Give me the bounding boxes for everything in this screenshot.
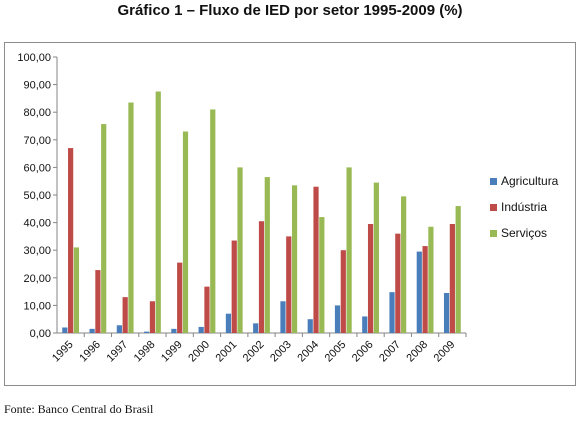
bar-serviços (182, 131, 189, 333)
bar-agricultura (334, 305, 341, 333)
bar-indústria (258, 221, 265, 333)
bar-indústria (149, 301, 156, 333)
bar-serviços (428, 226, 434, 333)
y-tick-label: 60,00 (23, 162, 51, 174)
y-tick-label: 80,00 (23, 107, 51, 119)
x-tick-label: 2005 (323, 339, 349, 365)
bar-serviços (101, 124, 107, 334)
legend-swatch (490, 204, 497, 211)
bar-indústria (313, 186, 319, 333)
y-tick-label: 20,00 (23, 273, 51, 285)
y-tick-label: 30,00 (23, 245, 51, 257)
bar-indústria (395, 233, 401, 333)
y-tick-label: 100,00 (17, 52, 51, 64)
chart-title: Gráfico 1 – Fluxo de IED por setor 1995-… (117, 2, 463, 19)
x-tick-label: 2003 (268, 339, 294, 365)
bar-agricultura (144, 331, 150, 333)
y-tick-label: 90,00 (23, 80, 51, 92)
bar-indústria (95, 270, 101, 333)
x-tick-label: 2002 (241, 339, 267, 365)
bar-indústria (449, 223, 455, 333)
bar-agricultura (253, 323, 259, 333)
bar-indústria (286, 236, 292, 333)
x-tick-label: 1999 (159, 339, 185, 365)
bar-serviços (73, 247, 80, 333)
bar-indústria (204, 286, 210, 333)
y-tick-label: 50,00 (23, 190, 51, 202)
bar-agricultura (416, 251, 422, 333)
bar-serviços (128, 102, 134, 333)
bar-serviços (291, 185, 298, 333)
x-tick-label: 1998 (132, 339, 158, 365)
legend-swatch (490, 178, 497, 185)
bar-serviços (373, 182, 379, 333)
bar-serviços (155, 91, 161, 333)
legend-label: Agricultura (501, 174, 559, 188)
x-tick-label: 2007 (377, 339, 403, 365)
source-note: Fonte: Banco Central do Brasil (4, 402, 154, 416)
bar-indústria (122, 297, 128, 333)
x-tick-label: 2006 (350, 339, 376, 365)
bar-agricultura (116, 325, 122, 333)
bar-serviços (264, 177, 270, 333)
bar-indústria (68, 148, 74, 333)
legend-label: Indústria (501, 200, 547, 214)
bar-indústria (340, 250, 346, 333)
bar-serviços (455, 206, 461, 333)
x-tick-labels: 1995 1996 1997 1998 1999 2000 2001 2002 2003 2004… (50, 339, 458, 365)
bar-agricultura (198, 326, 204, 333)
bar-agricultura (89, 328, 95, 333)
x-tick-label: 1997 (104, 339, 130, 365)
bars (62, 91, 461, 334)
bar-agricultura (307, 319, 313, 333)
y-tick-label: 40,00 (23, 218, 51, 230)
x-tick-label: 1995 (50, 339, 76, 365)
x-tick-label: 2008 (404, 339, 430, 365)
x-tick-label: 1996 (77, 339, 103, 365)
x-tick-label: 2009 (432, 339, 458, 365)
bar-indústria (231, 240, 237, 333)
bar-agricultura (171, 328, 177, 333)
x-tick-label: 2004 (295, 339, 321, 365)
legend: Agricultura Indústria Serviços (490, 174, 559, 240)
y-tick-labels: 0,00 10,00 20,00 30,00 40,00 50,00 60,00 70,00 8… (17, 52, 51, 340)
bar-serviços (237, 167, 243, 333)
bar-indústria (422, 246, 428, 333)
y-tick-label: 70,00 (23, 135, 51, 147)
x-tick-label: 2000 (186, 339, 212, 365)
bar-indústria (177, 262, 183, 333)
bar-agricultura (443, 292, 450, 333)
x-tick-label: 2001 (214, 339, 240, 365)
bar-agricultura (62, 327, 68, 333)
bar-agricultura (362, 316, 368, 333)
bar-serviços (401, 196, 407, 333)
legend-label: Serviços (501, 226, 547, 240)
y-tick-label: 10,00 (23, 300, 51, 312)
bar-serviços (346, 167, 352, 333)
legend-swatch (490, 230, 497, 237)
bar-serviços (319, 217, 325, 333)
bar-agricultura (280, 301, 286, 333)
bar-agricultura (225, 313, 232, 333)
bar-agricultura (389, 292, 395, 333)
bar-indústria (367, 223, 374, 333)
bar-serviços (210, 109, 216, 333)
bar-chart: 0,00 10,00 20,00 30,00 40,00 50,00 60,00 70,00 8… (17, 52, 559, 365)
y-tick-label: 0,00 (30, 328, 51, 340)
